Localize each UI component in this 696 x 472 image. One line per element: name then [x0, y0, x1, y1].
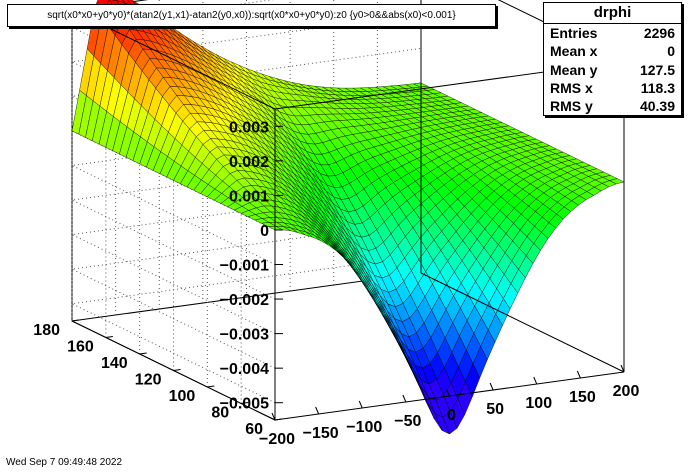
x-tick: [620, 364, 625, 373]
y-tick-label: 180: [33, 322, 60, 339]
x-tick-label: −200: [259, 431, 295, 448]
x-tick: [358, 400, 363, 409]
stats-row-rms-x: RMS x 118.3: [544, 79, 681, 97]
x-tick-label: 200: [613, 383, 640, 400]
stats-row-rms-y: RMS y 40.39: [544, 97, 681, 115]
y-tick: [241, 402, 249, 404]
z-gridline: [70, 255, 422, 404]
stats-value: 0: [667, 43, 675, 60]
stats-row-mean-y: Mean y 127.5: [544, 61, 681, 79]
x-tick: [402, 394, 407, 403]
z-tick-label: 0.001: [229, 188, 269, 205]
x-tick: [489, 382, 494, 391]
x-tick-label: −150: [303, 425, 339, 442]
y-tick-label: 60: [245, 421, 263, 438]
surface-mesh: [71, 0, 625, 435]
y-tick-label: 140: [101, 355, 128, 372]
z-tick-label: 0.002: [229, 154, 269, 171]
stats-label: RMS x: [550, 79, 593, 96]
y-tick: [274, 418, 283, 421]
y-tick: [139, 352, 147, 355]
z-tick-label: −0.005: [220, 396, 269, 413]
x-tick-label: 50: [486, 401, 504, 418]
axes: 0.003 0.002 0.001 0 −0.001 −0.002 −0.003 −0.004…: [33, 0, 639, 448]
x-tick: [271, 412, 276, 421]
y-tick: [207, 385, 215, 388]
z-tick-label: −0.004: [220, 361, 269, 378]
plot-title: sqrt(x0*x0+y0*y0)*(atan2(y1,x1)-atan2(y0…: [7, 4, 496, 27]
y-tick: [71, 319, 80, 322]
x-tick-label: 150: [569, 389, 596, 406]
stats-value: 40.39: [639, 98, 675, 115]
timestamp-footer: Wed Sep 7 09:49:48 2022: [6, 457, 123, 468]
z-tick-label: −0.003: [220, 327, 269, 344]
stats-title: drphi: [544, 3, 681, 24]
x-tick: [315, 406, 320, 415]
x-tick: [446, 388, 450, 397]
z-tick-label: −0.001: [220, 258, 269, 275]
stats-label: Mean y: [550, 61, 598, 78]
z-gridline: [70, 220, 422, 369]
back-wall-right: [71, 0, 422, 322]
z-tick-label: −0.002: [220, 292, 269, 309]
z-tick-label: 0.003: [229, 119, 269, 136]
z-tick-label: 0: [260, 223, 269, 240]
stats-row-mean-x: Mean x 0: [544, 42, 681, 60]
x-tick: [533, 376, 538, 385]
stats-row-entries: Entries 2296: [544, 24, 681, 42]
x-tick-label: 100: [525, 395, 552, 412]
x-tick-label: −50: [394, 413, 421, 430]
y-tick-label: 120: [135, 372, 162, 389]
stats-label: Entries: [550, 25, 598, 41]
x-tick: [576, 370, 581, 379]
stats-value: 118.3: [640, 79, 675, 96]
stats-label: Mean x: [550, 43, 598, 60]
stats-value: 2296: [643, 25, 675, 41]
y-tick-label: 100: [169, 388, 196, 405]
stats-value: 127.5: [639, 61, 675, 78]
surface-cell: [609, 178, 625, 185]
right-bottom-edge: [420, 272, 625, 373]
x-tick-label: −100: [346, 419, 382, 436]
y-tick-label: 160: [67, 339, 94, 356]
z-gridline: [70, 47, 422, 196]
stats-box: drphi Entries 2296 Mean x 0 Mean y 127.5…: [543, 2, 682, 116]
y-tick-label: 80: [211, 405, 229, 422]
x-tick-label: 0: [447, 407, 456, 424]
z-gridline: [70, 13, 422, 162]
y-tick: [105, 336, 113, 338]
y-tick: [173, 369, 181, 371]
stats-label: RMS y: [550, 98, 593, 115]
